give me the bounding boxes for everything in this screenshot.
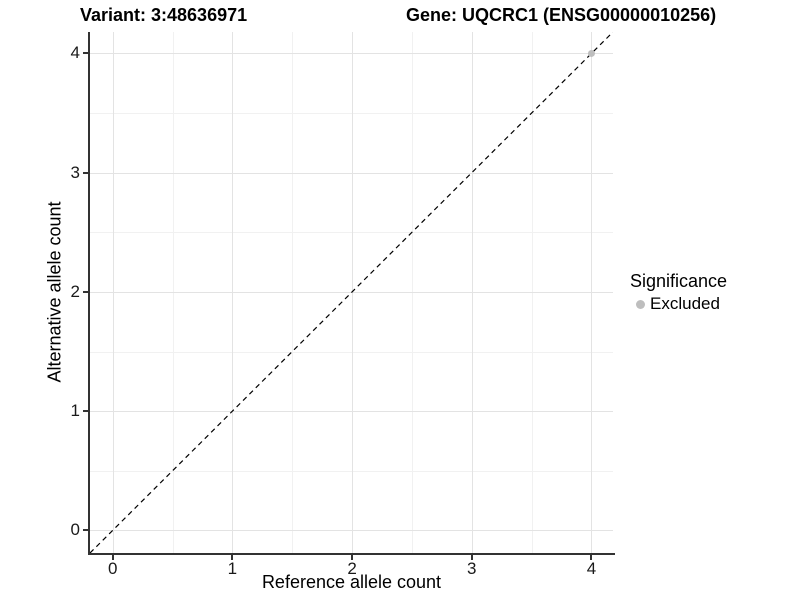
data-point [587, 49, 595, 57]
legend-item-excluded: Excluded [628, 294, 727, 314]
x-tick-mark [590, 555, 593, 560]
y-tick-mark [83, 529, 88, 532]
x-tick-mark [231, 555, 234, 560]
x-tick-mark [470, 555, 473, 560]
gene-title: Gene: UQCRC1 (ENSG00000010256) [406, 5, 717, 25]
y-minor-gridline [90, 232, 613, 234]
y-tick-mark [83, 171, 88, 174]
y-tick-label: 3 [70, 162, 80, 182]
y-tick-label: 2 [70, 281, 80, 301]
y-major-gridline [90, 172, 613, 174]
x-tick-label: 4 [586, 559, 597, 578]
identity-dashed-line [90, 32, 613, 553]
x-tick-label: 3 [467, 559, 477, 578]
x-tick-label: 2 [347, 559, 357, 578]
y-axis-title: Alternative allele count [44, 201, 65, 383]
legend-point-icon [636, 299, 645, 309]
legend-title: Significance [630, 271, 728, 291]
y-tick-mark [83, 410, 88, 413]
y-minor-gridline [90, 351, 613, 353]
x-axis-title: Reference allele count [261, 572, 442, 592]
y-tick-label: 4 [70, 43, 80, 63]
y-tick-label: 0 [70, 520, 80, 540]
y-minor-gridline [90, 470, 613, 472]
x-tick-label: 1 [227, 559, 238, 578]
y-major-gridline [90, 411, 613, 413]
y-major-gridline [90, 530, 613, 532]
plot-panel [90, 32, 613, 553]
x-tick-mark [111, 555, 114, 560]
variant-title: Variant: 3:48636971 [80, 5, 248, 25]
legend: Significance Excluded [628, 271, 727, 314]
y-major-gridline [90, 53, 613, 55]
y-tick-mark [83, 52, 88, 55]
x-axis-line [88, 553, 615, 555]
y-tick-label: 1 [70, 401, 80, 421]
plot-marks [90, 32, 613, 553]
x-tick-label: 0 [108, 559, 118, 578]
legend-item-label: Excluded [650, 294, 720, 313]
y-minor-gridline [90, 113, 613, 115]
y-axis-line [88, 32, 90, 555]
y-tick-mark [83, 290, 88, 293]
x-tick-mark [351, 555, 354, 560]
